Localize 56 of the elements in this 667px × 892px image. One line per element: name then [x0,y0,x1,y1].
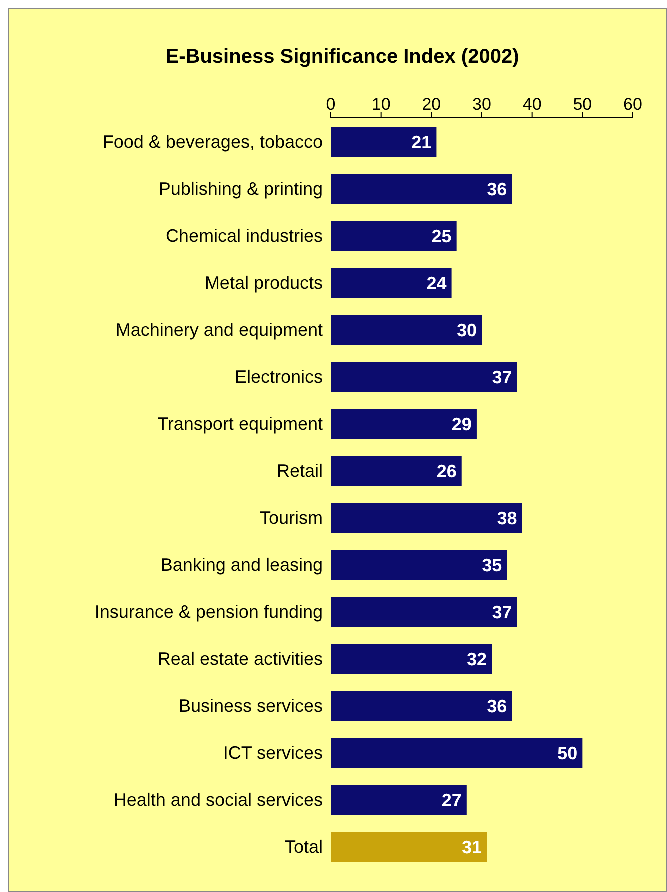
y-tick-label: Transport equipment [158,414,323,434]
data-label: 21 [412,132,432,152]
bar [331,268,452,298]
bar [331,409,477,439]
y-tick-label: Chemical industries [166,226,323,246]
bar [331,785,467,815]
y-tick-label: Insurance & pension funding [94,602,323,622]
data-label: 31 [462,837,482,858]
y-tick-label: Metal products [204,272,323,293]
bar [331,738,583,768]
data-label: 37 [492,602,512,622]
bar [331,832,488,862]
data-label: 26 [436,461,457,482]
x-tick-label: 0 [326,95,336,114]
data-label: 27 [442,790,462,810]
data-label: 37 [492,367,512,388]
bar [331,644,492,674]
y-tick-label: Business services [178,696,323,716]
y-tick-label: Publishing & printing [158,178,323,199]
bar [331,456,462,486]
data-label: 32 [467,649,488,670]
bar [331,315,482,345]
bar [331,127,437,157]
x-tick-label: 20 [422,95,442,114]
x-tick-label: 40 [522,95,542,114]
y-tick-label: Food & beverages, tobacco [102,132,323,152]
data-label: 25 [432,226,452,246]
bar [331,362,518,392]
y-tick-label: Banking and leasing [160,554,323,575]
chart-title: E-Business Significance Index (2002) [164,45,520,69]
data-label: 36 [487,179,508,200]
y-tick-label: Total [284,836,323,857]
bar [331,597,518,627]
bar [331,221,457,251]
bar [331,503,522,533]
y-tick-label: Health and social services [114,790,323,810]
data-label: 29 [452,414,472,434]
x-tick-label: 30 [472,95,492,114]
x-tick-label: 10 [372,95,391,114]
data-label: 30 [456,320,477,340]
bar [331,174,512,204]
data-label: 50 [558,743,578,764]
data-label: 38 [497,508,518,528]
y-tick-label: Electronics [234,366,323,387]
data-label: 35 [482,555,502,576]
x-tick-label: 50 [573,95,592,114]
y-tick-label: Real estate activities [158,648,323,669]
y-tick-label: ICT services [223,742,323,763]
data-label: 24 [426,273,447,294]
data-label: 36 [487,696,508,716]
bar [331,691,512,721]
y-tick-label: Tourism [260,508,323,528]
y-tick-label: Machinery and equipment [116,320,323,340]
bar [331,550,508,580]
y-tick-label: Retail [276,460,323,481]
x-tick-label: 60 [624,95,642,114]
